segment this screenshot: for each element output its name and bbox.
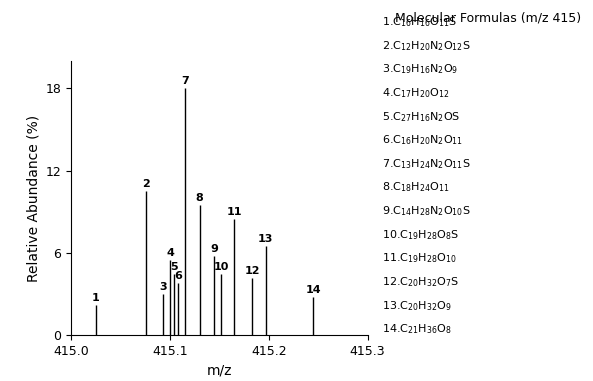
Text: 4: 4 <box>166 248 174 258</box>
Text: 9.C$_{14}$H$_{28}$N$_{2}$O$_{10}$S: 9.C$_{14}$H$_{28}$N$_{2}$O$_{10}$S <box>382 204 471 218</box>
Text: 14: 14 <box>305 285 321 295</box>
Text: 7.C$_{13}$H$_{24}$N$_{2}$O$_{11}$S: 7.C$_{13}$H$_{24}$N$_{2}$O$_{11}$S <box>382 157 471 171</box>
Text: 10: 10 <box>213 261 229 272</box>
Text: 12.C$_{20}$H$_{32}$O$_{7}$S: 12.C$_{20}$H$_{32}$O$_{7}$S <box>382 275 460 289</box>
Text: 8: 8 <box>196 193 203 203</box>
Text: 3: 3 <box>160 282 167 292</box>
Text: 11: 11 <box>227 207 242 217</box>
Text: Molecular Formulas (m/z 415): Molecular Formulas (m/z 415) <box>395 11 581 24</box>
Text: 2: 2 <box>142 179 150 189</box>
Text: 3.C$_{19}$H$_{16}$N$_{2}$O$_{9}$: 3.C$_{19}$H$_{16}$N$_{2}$O$_{9}$ <box>382 62 459 76</box>
Text: 14.C$_{21}$H$_{36}$O$_{8}$: 14.C$_{21}$H$_{36}$O$_{8}$ <box>382 322 452 336</box>
Text: 12: 12 <box>244 266 260 275</box>
Y-axis label: Relative Abundance (%): Relative Abundance (%) <box>26 115 40 282</box>
Text: 13.C$_{20}$H$_{32}$O$_{9}$: 13.C$_{20}$H$_{32}$O$_{9}$ <box>382 299 452 312</box>
Text: 10.C$_{19}$H$_{28}$O$_{8}$S: 10.C$_{19}$H$_{28}$O$_{8}$S <box>382 228 460 242</box>
Text: 1: 1 <box>92 293 100 303</box>
Text: 7: 7 <box>181 76 189 86</box>
X-axis label: m/z: m/z <box>206 363 232 378</box>
Text: 5.C$_{27}$H$_{16}$N$_{2}$OS: 5.C$_{27}$H$_{16}$N$_{2}$OS <box>382 110 461 123</box>
Text: 13: 13 <box>258 234 273 244</box>
Text: 1.C$_{16}$H$_{16}$O$_{11}$S: 1.C$_{16}$H$_{16}$O$_{11}$S <box>382 15 457 29</box>
Text: 11.C$_{19}$H$_{28}$O$_{10}$: 11.C$_{19}$H$_{28}$O$_{10}$ <box>382 251 457 265</box>
Text: 6: 6 <box>174 271 182 281</box>
Text: 2.C$_{12}$H$_{20}$N$_{2}$O$_{12}$S: 2.C$_{12}$H$_{20}$N$_{2}$O$_{12}$S <box>382 39 471 53</box>
Text: 5: 5 <box>170 261 178 272</box>
Text: 8.C$_{18}$H$_{24}$O$_{11}$: 8.C$_{18}$H$_{24}$O$_{11}$ <box>382 181 450 194</box>
Text: 9: 9 <box>211 244 218 254</box>
Text: 6.C$_{16}$H$_{20}$N$_{2}$O$_{11}$: 6.C$_{16}$H$_{20}$N$_{2}$O$_{11}$ <box>382 133 464 147</box>
Text: 4.C$_{17}$H$_{20}$O$_{12}$: 4.C$_{17}$H$_{20}$O$_{12}$ <box>382 86 450 100</box>
